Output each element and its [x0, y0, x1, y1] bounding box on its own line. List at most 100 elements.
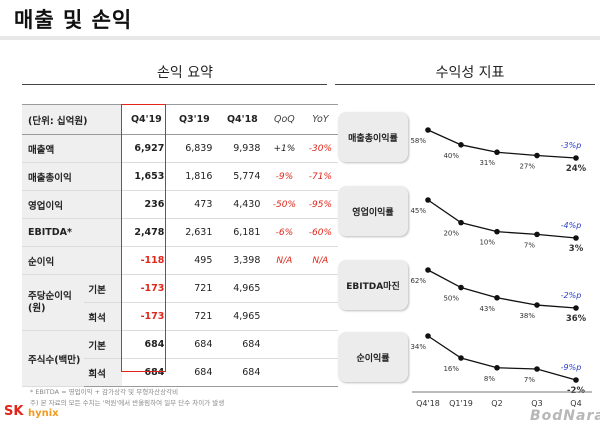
- data-point: [534, 302, 540, 308]
- row-label: EBITDA*: [22, 218, 123, 247]
- change-label: -4%p: [561, 221, 582, 230]
- data-point: [494, 294, 500, 301]
- cell-yoy: [302, 302, 339, 331]
- row-label: 매출총이익: [22, 162, 123, 191]
- watermark: BodNara: [530, 408, 600, 424]
- x-tick-label: Q3: [531, 399, 542, 408]
- sk-hynix-logo: SK hynix: [4, 394, 84, 424]
- cell-yoy: [302, 274, 339, 303]
- data-label: 34%: [410, 343, 426, 351]
- cell-qoq: N/A: [266, 246, 303, 275]
- cell-q4-19: -173: [122, 302, 171, 331]
- data-label: 7%: [524, 376, 535, 384]
- table-row: 주당순이익 (원) 기본 -173 721 4,965: [22, 274, 339, 331]
- cell-q3-19: 721: [170, 274, 219, 303]
- table-row: 순이익 -118 495 3,398 N/A N/A: [22, 246, 339, 275]
- cell-yoy: N/A: [302, 246, 339, 275]
- x-tick-label: Q4'18: [416, 399, 440, 408]
- data-label: 43%: [479, 305, 495, 313]
- metric-box-ebitda-margin: EBITDA마진: [338, 260, 408, 310]
- data-label: 38%: [519, 312, 535, 320]
- cell-yoy: -71%: [302, 162, 339, 191]
- cell-yoy: -30%: [302, 134, 339, 163]
- change-label: -2%p: [561, 291, 582, 300]
- cell-q3-19: 2,631: [170, 218, 219, 247]
- cell-q4-18: 5,774: [218, 162, 267, 191]
- table-row: 희석 -173 721 4,965: [22, 302, 339, 331]
- metric-box-operating-margin: 영업이익률: [338, 186, 408, 236]
- x-tick-label: Q4: [570, 399, 581, 408]
- data-label: 10%: [479, 239, 495, 247]
- change-label: -9%p: [561, 363, 582, 372]
- x-tick-label: Q2: [491, 399, 502, 408]
- series-line: [427, 129, 577, 159]
- data-point: [573, 235, 579, 241]
- section-title-income-summary: 손익 요약: [157, 65, 213, 81]
- cell-q4-19: 684: [122, 330, 171, 359]
- x-tick-label: Q1'19: [449, 399, 473, 408]
- col-header-q4-19: Q4'19: [122, 104, 171, 135]
- col-header-qoq: QoQ: [266, 104, 303, 135]
- sub-label: 희석: [84, 302, 123, 331]
- cell-q3-19: 473: [170, 190, 219, 219]
- data-point: [534, 366, 540, 372]
- cell-q4-19: 236: [122, 190, 171, 219]
- table-row: 주식수(백만) 기본 684 684 684: [22, 330, 339, 387]
- table-row: 매출액 6,927 6,839 9,938 +1% -30%: [22, 134, 339, 163]
- metric-box-net-margin: 순이익률: [338, 332, 408, 382]
- table-row: EBITDA* 2,478 2,631 6,181 -6% -60%: [22, 218, 339, 247]
- data-label: 62%: [410, 277, 426, 285]
- page-title: 매출 및 손익: [14, 8, 133, 32]
- data-label: 36%: [566, 314, 587, 324]
- section-rule-left: [22, 84, 327, 85]
- data-point: [458, 142, 464, 148]
- cell-yoy: -95%: [302, 190, 339, 219]
- data-point: [458, 284, 464, 291]
- data-label: -2%: [567, 386, 585, 396]
- data-point: [425, 267, 431, 273]
- col-header-q3-19: Q3'19: [170, 104, 219, 135]
- cell-qoq: [266, 274, 303, 303]
- cell-q3-19: 721: [170, 302, 219, 331]
- cell-yoy: -60%: [302, 218, 339, 247]
- data-point: [458, 355, 464, 361]
- cell-qoq: +1%: [266, 134, 303, 163]
- row-label: 순이익: [22, 246, 123, 275]
- data-label: 20%: [443, 230, 459, 238]
- data-label: 27%: [519, 163, 535, 171]
- footnote-ebitda: * EBITDA = 영업이익 + 감가상각 및 무형자산상각비: [30, 388, 179, 396]
- cell-q4-19: 684: [122, 358, 171, 387]
- cell-q4-19: 6,927: [122, 134, 171, 163]
- change-label: -3%p: [561, 141, 582, 150]
- cell-yoy: [302, 358, 339, 387]
- cell-q3-19: 1,816: [170, 162, 219, 191]
- cell-qoq: [266, 358, 303, 387]
- data-label: 45%: [410, 207, 426, 215]
- unit-label: (단위: 십억원): [22, 104, 123, 135]
- sub-label: 희석: [84, 358, 123, 387]
- data-label: 58%: [410, 137, 426, 145]
- cell-q4-18: 4,965: [218, 274, 267, 303]
- cell-q4-18: 3,398: [218, 246, 267, 275]
- cell-qoq: -9%: [266, 162, 303, 191]
- data-label: 16%: [443, 365, 459, 373]
- cell-q3-19: 495: [170, 246, 219, 275]
- cell-q4-18: 4,430: [218, 190, 267, 219]
- sub-label: 기본: [84, 274, 123, 303]
- cell-qoq: -50%: [266, 190, 303, 219]
- col-header-q4-18: Q4'18: [218, 104, 267, 135]
- data-point: [573, 305, 579, 311]
- cell-q3-19: 684: [170, 330, 219, 359]
- eps-label: 주당순이익 (원): [22, 274, 85, 331]
- series-line: [427, 335, 577, 381]
- shares-label: 주식수(백만): [22, 330, 85, 387]
- cell-qoq: [266, 330, 303, 359]
- data-point: [494, 228, 500, 235]
- cell-yoy: [302, 330, 339, 359]
- income-summary-table: (단위: 십억원) Q4'19 Q3'19 Q4'18 QoQ YoY 매출액 …: [22, 104, 339, 387]
- table-header-row: (단위: 십억원) Q4'19 Q3'19 Q4'18 QoQ YoY: [22, 104, 339, 135]
- logo-hynix-text: hynix: [28, 408, 59, 419]
- cell-q4-19: -118: [122, 246, 171, 275]
- series-line: [427, 199, 577, 239]
- data-label: 3%: [569, 244, 584, 254]
